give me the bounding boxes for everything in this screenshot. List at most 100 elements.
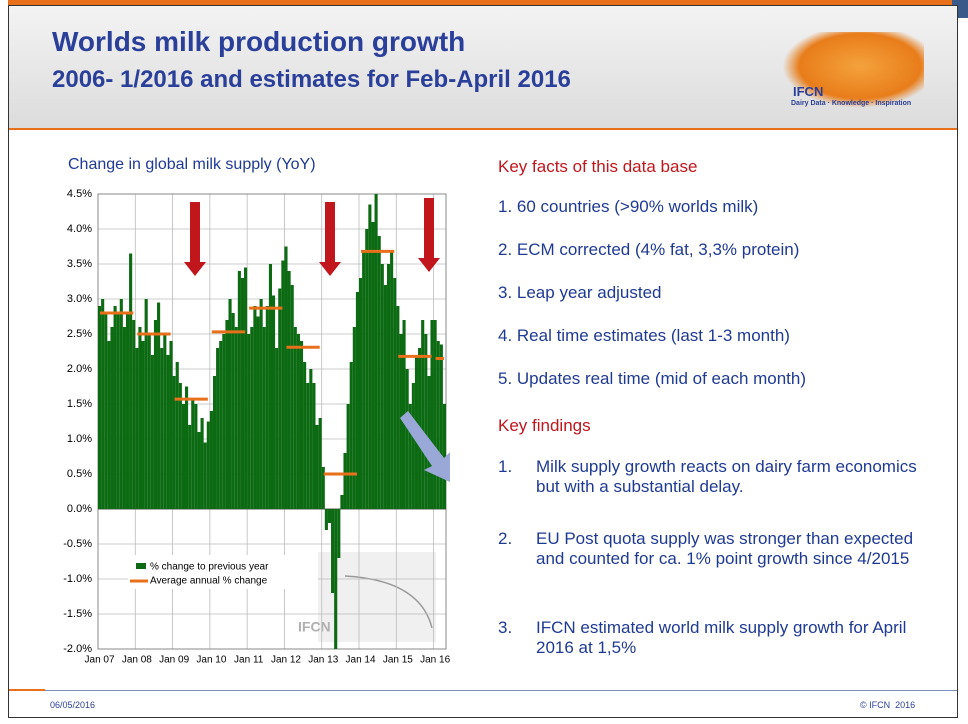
bar [290,285,294,509]
bar [390,250,394,509]
fact: 4. Real time estimates (last 1-3 month) [498,326,790,345]
bar [175,362,179,509]
bar [296,334,300,509]
bar [355,292,359,509]
bar [166,355,170,509]
bar [101,299,105,509]
bar [386,264,391,509]
bar [349,362,353,509]
y-tick-label: 2.5% [67,328,92,340]
title: Worlds milk production growth [52,26,466,57]
bar [222,334,226,509]
x-tick-label: Jan 10 [196,655,226,666]
footer-accent [9,689,45,691]
bar [150,355,154,509]
bar [287,271,291,509]
bar [256,316,260,509]
bar [107,341,111,509]
bar [216,348,220,509]
bar [359,278,363,509]
bar [324,509,328,530]
footer-copyright: © IFCN 2016 [860,700,916,710]
bar [343,453,347,509]
bar [318,418,322,509]
bar [346,404,350,509]
bar [334,509,338,649]
bar [132,320,136,509]
bar [219,341,223,509]
bar [228,299,232,509]
y-tick-label: 0.5% [67,468,92,480]
bar [194,404,198,509]
finding-text: EU Post quota supply was stronger than e… [536,529,914,568]
bar [340,495,344,509]
bar [125,313,130,509]
bar [312,383,316,509]
bar [424,334,428,509]
bar [306,383,310,509]
bar [110,327,114,509]
y-tick-label: 3.0% [67,293,92,305]
bar [157,302,161,509]
bar [225,320,229,509]
bar [200,418,204,509]
bar [188,425,192,509]
bar [206,421,210,509]
bar [209,411,213,509]
x-tick-label: Jan 09 [159,655,189,666]
bar [284,246,288,509]
bar [147,334,151,509]
legend-swatch [136,563,146,569]
bar [321,467,325,509]
y-tick-label: 4.0% [67,223,92,235]
y-tick-label: 3.5% [67,258,92,270]
finding-text: Milk supply growth reacts on dairy farm … [536,457,917,496]
bar [411,383,415,509]
bar [212,376,217,509]
bar [275,348,279,509]
bar [181,404,185,509]
bar [433,320,437,509]
bar [244,267,248,509]
y-tick-label: 0.0% [67,503,92,515]
bar [408,404,412,509]
fact: 2. ECM corrected (4% fat, 3,3% protein) [498,240,800,259]
bar [247,334,251,509]
logo-map [782,32,924,108]
plot: IFCN -2.0% -1.5% -1.0% -0.5% 0.0% 0.5% 1.0% 1.5%… [63,188,450,666]
bar [368,204,372,509]
fact: 5. Updates real time (mid of each month) [498,369,807,388]
bar [331,509,335,593]
x-tick-label: Jan 11 [234,655,264,666]
header-line [9,128,957,130]
bar [439,344,443,509]
bar [430,320,434,509]
bar [104,313,108,509]
legend-label: Average annual % change [150,576,268,587]
y-tick-label: 4.5% [67,188,92,200]
watermark-arrow [344,575,433,629]
logo: IFCN [793,84,824,99]
bar [309,369,313,509]
bar [281,260,285,509]
watermark: IFCN [298,619,331,635]
bar [265,306,269,509]
bar [365,229,369,509]
bar [293,327,297,509]
legend-label: % change to previous year [150,562,269,573]
bar [191,400,195,509]
legend-bg [128,555,318,589]
bar [436,341,440,509]
bar [259,299,263,509]
bar [399,334,403,509]
bar [272,295,276,509]
y-tick-label: 1.5% [67,398,92,410]
fact: 1. 60 countries (>90% worlds milk) [498,197,759,216]
bar [393,278,397,509]
bar [138,327,142,509]
bar [129,253,133,509]
bar [268,264,272,509]
bar [352,327,356,509]
